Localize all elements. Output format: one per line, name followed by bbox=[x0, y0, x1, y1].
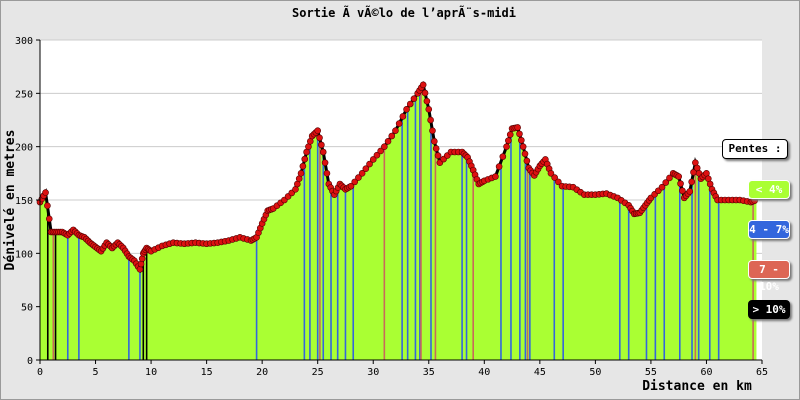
elevation-point bbox=[136, 266, 144, 273]
elevation-point bbox=[314, 127, 321, 134]
elevation-point bbox=[658, 183, 666, 191]
elevation-point bbox=[425, 106, 433, 113]
elevation-point bbox=[492, 173, 499, 180]
elevation-point bbox=[369, 156, 377, 163]
elevation-point bbox=[423, 97, 431, 105]
elevation-point bbox=[373, 151, 381, 159]
elevation-point bbox=[499, 153, 507, 160]
elevation-point bbox=[662, 179, 670, 186]
elevation-point bbox=[316, 134, 323, 142]
x-tick-label: 5 bbox=[93, 367, 99, 378]
elevation-point bbox=[406, 100, 414, 108]
elevation-point bbox=[299, 162, 307, 170]
elevation-point bbox=[551, 174, 558, 181]
elevation-point bbox=[399, 113, 407, 120]
x-tick-label: 30 bbox=[367, 367, 379, 378]
elevation-point bbox=[377, 147, 384, 155]
elevation-point bbox=[45, 215, 53, 223]
y-tick-label: 200 bbox=[15, 143, 33, 154]
x-tick-label: 45 bbox=[534, 367, 546, 378]
elevation-point bbox=[42, 189, 49, 196]
y-axis-label: Dénivelé en metres bbox=[3, 130, 18, 271]
elevation-point bbox=[514, 124, 521, 131]
elevation-point bbox=[297, 170, 305, 177]
elevation-point bbox=[319, 148, 327, 156]
elevation-point bbox=[677, 180, 684, 187]
elevation-point bbox=[523, 157, 531, 165]
x-tick-label: 50 bbox=[589, 367, 601, 378]
legend-item-under-4: < 4% bbox=[748, 180, 790, 199]
y-tick-label: 50 bbox=[21, 303, 33, 314]
x-tick-label: 55 bbox=[645, 367, 657, 378]
elevation-point bbox=[427, 116, 434, 124]
y-tick-label: 150 bbox=[15, 196, 33, 207]
y-tick-label: 250 bbox=[15, 89, 33, 100]
elevation-point bbox=[518, 136, 525, 144]
elevation-point bbox=[547, 170, 555, 177]
elevation-point bbox=[358, 170, 366, 177]
y-tick-label: 300 bbox=[15, 36, 33, 47]
elevation-point bbox=[351, 178, 359, 186]
y-tick-label: 0 bbox=[27, 356, 33, 367]
elevation-point bbox=[686, 188, 694, 195]
elevation-point bbox=[434, 152, 442, 159]
elevation-point bbox=[395, 120, 403, 127]
elevation-point bbox=[432, 145, 440, 152]
elevation-point bbox=[679, 187, 686, 195]
x-tick-label: 35 bbox=[423, 367, 435, 378]
legend-item-over-10: > 10% bbox=[748, 300, 790, 319]
elevation-point bbox=[421, 89, 429, 97]
elevation-point bbox=[431, 138, 438, 145]
elevation-point bbox=[495, 163, 503, 170]
elevation-point bbox=[419, 81, 427, 89]
legend-title: Pentes : bbox=[722, 139, 788, 159]
elevation-point bbox=[675, 173, 682, 180]
x-tick-label: 0 bbox=[37, 367, 43, 378]
legend-item-4-7: 4 - 7% bbox=[748, 220, 790, 239]
x-tick-label: 40 bbox=[478, 367, 490, 378]
y-tick-label: 100 bbox=[15, 249, 33, 260]
x-tick-label: 65 bbox=[756, 367, 768, 378]
elevation-point bbox=[410, 95, 418, 102]
elevation-point bbox=[555, 178, 562, 186]
elevation-point bbox=[347, 182, 355, 190]
elevation-point bbox=[519, 143, 527, 150]
elevation-point bbox=[505, 137, 512, 144]
x-axis-label: Distance en km bbox=[642, 379, 752, 394]
elevation-point bbox=[521, 150, 529, 158]
x-tick-label: 60 bbox=[700, 367, 712, 378]
elevation-point bbox=[403, 106, 410, 113]
x-tick-label: 15 bbox=[201, 367, 213, 378]
elevation-point bbox=[321, 159, 329, 166]
elevation-area bbox=[40, 84, 757, 361]
elevation-point bbox=[362, 165, 370, 173]
chart-title: Sortie Ã vÃ©lo de l’aprÃ¨s-midi bbox=[292, 5, 516, 20]
elevation-point bbox=[384, 138, 392, 145]
elevation-point bbox=[137, 260, 145, 268]
x-tick-label: 25 bbox=[312, 367, 324, 378]
elevation-point bbox=[516, 130, 523, 138]
elevation-point bbox=[318, 141, 325, 149]
elevation-point bbox=[366, 160, 373, 168]
elevation-point bbox=[506, 131, 514, 138]
elevation-point bbox=[381, 143, 388, 150]
elevation-point bbox=[138, 255, 146, 262]
x-tick-label: 20 bbox=[256, 367, 268, 378]
elevation-point bbox=[355, 174, 362, 181]
elevation-point bbox=[503, 143, 510, 150]
elevation-point bbox=[392, 127, 399, 134]
elevation-point bbox=[429, 127, 436, 134]
elevation-point bbox=[688, 178, 695, 186]
elevation-point bbox=[44, 202, 51, 209]
elevation-point bbox=[666, 174, 673, 182]
elevation-point bbox=[301, 155, 309, 163]
elevation-point bbox=[323, 170, 331, 177]
x-tick-label: 10 bbox=[145, 367, 157, 378]
legend-item-7-10: 7 - 10% bbox=[748, 260, 790, 293]
elevation-point bbox=[388, 132, 396, 140]
